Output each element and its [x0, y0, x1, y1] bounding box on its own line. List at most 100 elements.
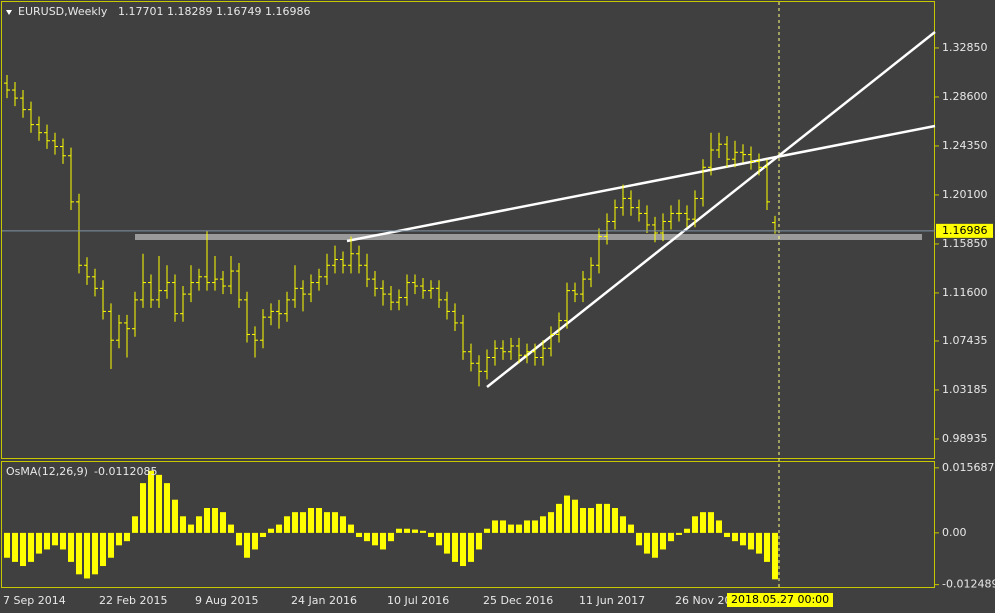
- trend-line: [486, 31, 936, 388]
- sub-frame: [1, 461, 935, 588]
- histogram-bar: [476, 532, 482, 550]
- y-tick-label: 1.20100: [942, 188, 988, 201]
- histogram-bar: [20, 532, 26, 567]
- y-tick-label: 1.24350: [942, 139, 988, 152]
- histogram-bar: [572, 499, 578, 533]
- histogram-bar: [220, 512, 226, 533]
- histogram-bar: [180, 516, 186, 533]
- histogram-bar: [252, 532, 258, 550]
- histogram-bar: [500, 520, 506, 533]
- histogram-bar: [452, 532, 458, 562]
- histogram-bar: [644, 532, 650, 554]
- histogram-bar: [508, 524, 514, 533]
- histogram-bar: [92, 532, 98, 575]
- histogram-bar: [540, 516, 546, 533]
- histogram-bar: [100, 532, 106, 567]
- indicator-value: -0.0112085: [94, 465, 157, 478]
- histogram-bar: [636, 532, 642, 546]
- high: 1.18289: [167, 5, 213, 18]
- y-tick-label: 1.07435: [942, 334, 988, 347]
- histogram-bar: [76, 532, 82, 575]
- histogram-bar: [348, 524, 354, 533]
- histogram-bar: [324, 512, 330, 533]
- histogram-bar: [116, 532, 122, 546]
- histogram-bar: [732, 532, 738, 542]
- histogram-bar: [396, 528, 402, 533]
- histogram-bar: [764, 532, 770, 562]
- histogram-bar: [332, 512, 338, 533]
- histogram-bar: [156, 474, 162, 533]
- histogram-bar: [196, 516, 202, 533]
- histogram-bar: [308, 508, 314, 533]
- histogram-bar: [108, 532, 114, 558]
- histogram-bar: [164, 483, 170, 533]
- histogram-bar: [660, 532, 666, 550]
- histogram-bar: [204, 508, 210, 533]
- histogram-bar: [756, 532, 762, 554]
- histogram-bar: [580, 508, 586, 533]
- histogram-bar: [132, 516, 138, 533]
- histogram-bar: [268, 528, 274, 533]
- histogram-bar: [740, 532, 746, 546]
- histogram-bar: [364, 532, 370, 542]
- indicator-title: OsMA(12,26,9): [6, 465, 88, 478]
- histogram-bar: [228, 524, 234, 533]
- histogram-bar: [236, 532, 242, 546]
- histogram-bar: [52, 532, 58, 546]
- histogram-bar: [524, 520, 530, 533]
- histogram-bar: [748, 532, 754, 550]
- main-frame: [1, 1, 935, 459]
- histogram-bar: [604, 503, 610, 533]
- histogram-bar: [300, 512, 306, 533]
- histogram-bar: [596, 503, 602, 533]
- histogram-bar: [316, 508, 322, 533]
- y-tick-label: 1.15850: [942, 237, 988, 250]
- y-tick-label: 0.98935: [942, 432, 988, 445]
- histogram-bar: [668, 532, 674, 542]
- x-tick-label: 25 Dec 2016: [483, 594, 553, 607]
- histogram-bar: [532, 520, 538, 533]
- price-label-box: [936, 223, 993, 238]
- histogram-bar: [380, 532, 386, 550]
- cursor-time-box: [727, 593, 833, 607]
- histogram-bar: [708, 512, 714, 533]
- trend-line: [346, 124, 936, 243]
- menu-arrow[interactable]: [6, 10, 12, 15]
- histogram-bar: [172, 499, 178, 533]
- x-tick-label: 10 Jul 2016: [387, 594, 449, 607]
- histogram-bar: [692, 516, 698, 533]
- y-tick-label: 1.28600: [942, 90, 988, 103]
- histogram-bar: [412, 529, 418, 533]
- histogram-bar: [700, 512, 706, 533]
- histogram-bar: [212, 508, 218, 533]
- histogram-bar: [28, 532, 34, 562]
- histogram-bar: [340, 516, 346, 533]
- histogram-bar: [36, 532, 42, 554]
- histogram-bar: [716, 520, 722, 533]
- close: 1.16986: [265, 5, 311, 18]
- histogram-bar: [284, 516, 290, 533]
- histogram-bar: [564, 495, 570, 533]
- histogram-bar: [588, 508, 594, 533]
- histogram-bar: [428, 532, 434, 538]
- histogram-bar: [4, 532, 10, 558]
- histogram-bar: [84, 532, 90, 579]
- histogram-bar: [148, 470, 154, 533]
- histogram-bar: [420, 530, 426, 533]
- histogram-bar: [260, 532, 266, 538]
- price-label: 1.16986: [942, 224, 988, 237]
- symbol-title: EURUSD,Weekly: [18, 5, 108, 18]
- histogram-bar: [188, 524, 194, 533]
- x-tick-label: 22 Feb 2015: [99, 594, 167, 607]
- histogram-bar: [772, 532, 778, 580]
- x-tick-label: 11 Jun 2017: [579, 594, 645, 607]
- histogram-bar: [724, 532, 730, 538]
- x-tick-label: 7 Sep 2014: [3, 594, 66, 607]
- cursor-time: 2018.05.27 00:00: [731, 593, 829, 606]
- histogram-bar: [468, 532, 474, 562]
- histogram-bar: [12, 532, 18, 562]
- histogram-bar: [404, 528, 410, 533]
- x-tick-label: 9 Aug 2015: [195, 594, 258, 607]
- histogram-bar: [684, 528, 690, 533]
